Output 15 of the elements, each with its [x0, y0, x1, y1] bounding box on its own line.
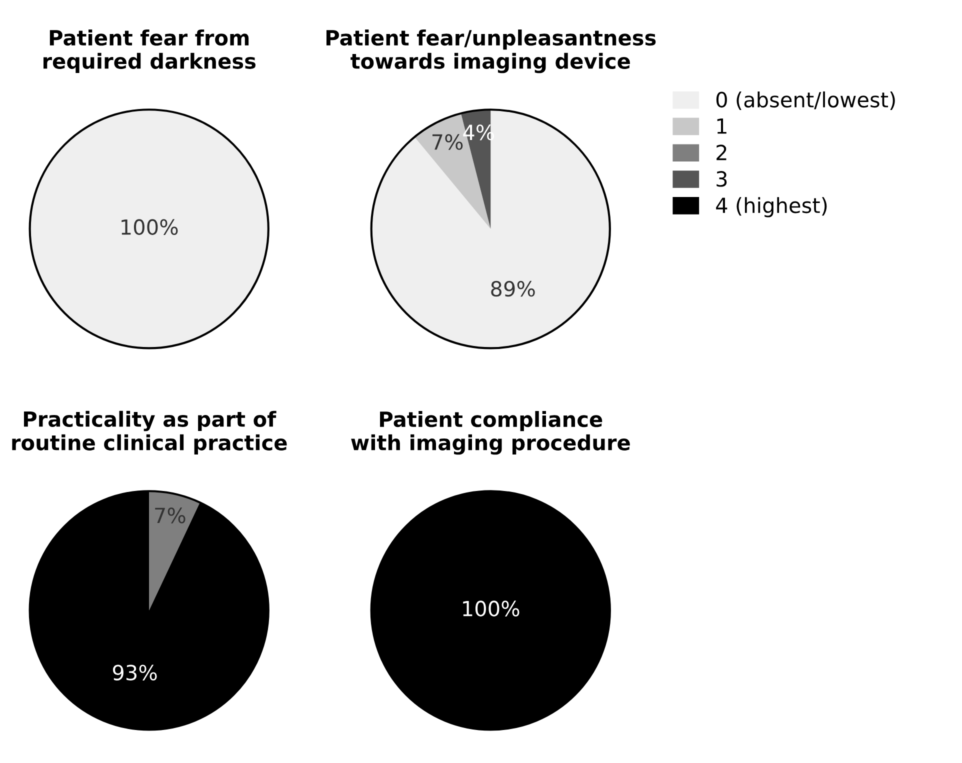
data-label: 100% [122, 219, 178, 235]
chart-title: Practicality as part of routine clinical practice [12, 410, 287, 455]
data-label: 7% [432, 134, 463, 150]
legend-label: 2 [716, 144, 726, 160]
legend-label: 1 [717, 118, 726, 134]
data-label: 93% [112, 664, 157, 680]
chart-title: Patient compliance with imaging procedure [351, 411, 630, 455]
data-label: 100% [463, 600, 520, 616]
data-label: 89% [491, 280, 535, 297]
legend-label: 3 [716, 171, 727, 187]
chart-title: Patient fear/unpleasantness towards imaging device [326, 30, 656, 74]
chart-title: Patient fear from required darkness [44, 30, 256, 74]
data-label: 7% [155, 508, 186, 524]
legend-label: 0 (absent/lowest) [716, 91, 895, 110]
legend-label: 4 (highest) [716, 197, 827, 218]
